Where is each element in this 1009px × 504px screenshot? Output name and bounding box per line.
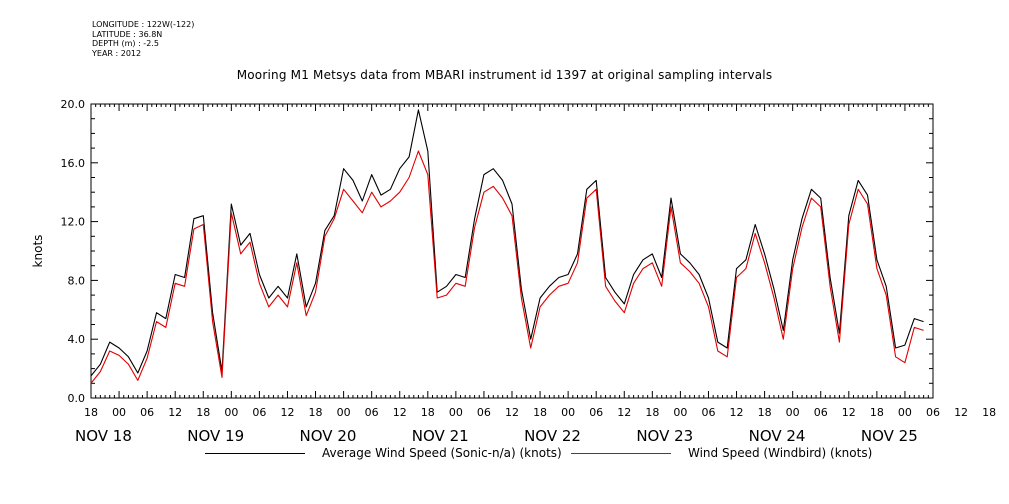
plot-frame bbox=[90, 103, 934, 399]
x-hour-tick-label: 12 bbox=[954, 406, 968, 419]
x-hour-tick-label: 12 bbox=[842, 406, 856, 419]
x-day-label: NOV 18 bbox=[75, 427, 132, 445]
y-tick-label: 8.0 bbox=[68, 274, 86, 287]
x-day-label: NOV 21 bbox=[412, 427, 469, 445]
x-hour-tick-label: 18 bbox=[645, 406, 659, 419]
x-hour-tick-label: 12 bbox=[617, 406, 631, 419]
legend-swatch-windbird bbox=[571, 453, 671, 454]
x-hour-tick-label: 00 bbox=[449, 406, 463, 419]
x-day-label: NOV 23 bbox=[636, 427, 693, 445]
x-hour-tick-label: 18 bbox=[421, 406, 435, 419]
x-hour-tick-label: 18 bbox=[758, 406, 772, 419]
x-day-label: NOV 25 bbox=[861, 427, 918, 445]
x-day-label: NOV 22 bbox=[524, 427, 581, 445]
x-hour-tick-label: 06 bbox=[589, 406, 603, 419]
year-text: YEAR : 2012 bbox=[92, 48, 142, 58]
x-hour-tick-label: 12 bbox=[280, 406, 294, 419]
y-axis-label: knots bbox=[31, 235, 45, 268]
x-hour-tick-label: 06 bbox=[252, 406, 266, 419]
latitude-text: LATITUDE : 36.8N bbox=[92, 29, 163, 39]
x-hour-tick-label: 06 bbox=[365, 406, 379, 419]
x-hour-tick-label: 00 bbox=[786, 406, 800, 419]
y-tick-label: 16.0 bbox=[61, 157, 86, 170]
x-hour-tick-label: 00 bbox=[337, 406, 351, 419]
x-hour-tick-label: 18 bbox=[309, 406, 323, 419]
legend: Average Wind Speed (Sonic-n/a) (knots) W… bbox=[0, 446, 1009, 466]
x-hour-tick-label: 18 bbox=[982, 406, 996, 419]
legend-swatch-sonic bbox=[205, 453, 305, 454]
x-hour-tick-label: 06 bbox=[926, 406, 940, 419]
x-hour-tick-label: 00 bbox=[224, 406, 238, 419]
x-hour-tick-label: 18 bbox=[196, 406, 210, 419]
x-hour-tick-label: 00 bbox=[561, 406, 575, 419]
y-tick-label: 0.0 bbox=[68, 392, 86, 405]
x-day-label: NOV 24 bbox=[749, 427, 806, 445]
longitude-text: LONGITUDE : 122W(-122) bbox=[92, 20, 195, 29]
x-hour-tick-label: 18 bbox=[870, 406, 884, 419]
x-hour-tick-label: 12 bbox=[393, 406, 407, 419]
legend-label-sonic: Average Wind Speed (Sonic-n/a) (knots) bbox=[322, 446, 562, 460]
y-tick-label: 12.0 bbox=[61, 216, 86, 229]
legend-label-windbird: Wind Speed (Windbird) (knots) bbox=[688, 446, 873, 460]
metadata-block: LONGITUDE : 122W(-122) LATITUDE : 36.8N … bbox=[92, 20, 194, 58]
x-hour-tick-label: 00 bbox=[673, 406, 687, 419]
x-hour-tick-label: 12 bbox=[168, 406, 182, 419]
x-hour-tick-label: 00 bbox=[112, 406, 126, 419]
x-hour-tick-label: 06 bbox=[477, 406, 491, 419]
x-hour-tick-label: 06 bbox=[814, 406, 828, 419]
x-hour-tick-label: 18 bbox=[84, 406, 98, 419]
x-hour-tick-label: 12 bbox=[730, 406, 744, 419]
x-day-label: NOV 20 bbox=[300, 427, 357, 445]
chart-title: Mooring M1 Metsys data from MBARI instru… bbox=[236, 68, 773, 82]
series-line-windbird bbox=[90, 150, 924, 384]
x-hour-tick-label: 00 bbox=[898, 406, 912, 419]
x-hour-tick-label: 06 bbox=[140, 406, 154, 419]
x-hour-tick-label: 12 bbox=[505, 406, 519, 419]
y-tick-label: 4.0 bbox=[68, 333, 86, 346]
depth-text: DEPTH (m) : -2.5 bbox=[92, 39, 159, 48]
x-hour-tick-label: 06 bbox=[701, 406, 715, 419]
x-hour-tick-label: 18 bbox=[533, 406, 547, 419]
y-tick-label: 20.0 bbox=[61, 98, 86, 111]
x-day-label: NOV 19 bbox=[187, 427, 244, 445]
